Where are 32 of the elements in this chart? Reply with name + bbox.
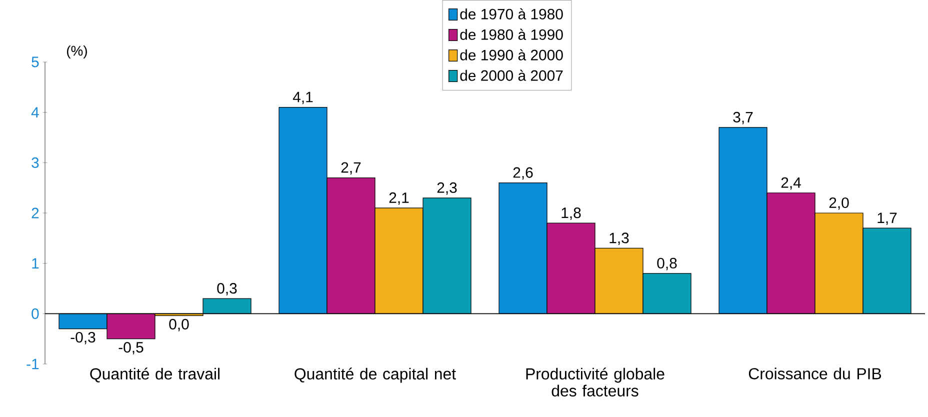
y-tick-label: 5 (32, 56, 39, 68)
data-label: -0,5 (118, 342, 144, 354)
data-label: 1,3 (610, 232, 629, 246)
legend-label: de 1990 à 2000 (460, 49, 563, 60)
data-label: 2,6 (513, 167, 533, 180)
data-label: 0,8 (657, 258, 677, 270)
legend-label: de 1980 à 1990 (460, 28, 563, 40)
y-tick-label: 3 (32, 157, 39, 168)
y-tick-label: 1 (32, 258, 39, 268)
data-label: -0,3 (70, 332, 96, 344)
data-label: 0,3 (217, 283, 237, 296)
y-tick-label: 0 (32, 308, 39, 319)
data-label: 2,4 (781, 177, 801, 190)
legend-label: de 2000 à 2007 (460, 70, 563, 81)
x-tick-label: Quantité de travail (90, 368, 220, 382)
data-label: 4,1 (292, 92, 313, 104)
data-label: 2,3 (437, 182, 457, 195)
y-axis-title: (%) (66, 45, 87, 58)
x-tick-label: Productivité globale des facteurs (526, 368, 664, 396)
y-tick-label: 4 (31, 107, 39, 118)
y-tick-label: 2 (32, 208, 39, 218)
data-label: 2,0 (829, 197, 849, 210)
x-tick-label: Croissance du PIB (748, 368, 882, 380)
data-label: 2,7 (341, 162, 361, 175)
data-label: 3,7 (733, 112, 753, 124)
data-label: 0,0 (169, 318, 189, 332)
legend-label: de 1970 à 1980 (460, 8, 563, 20)
y-tick-label: -1 (26, 358, 39, 370)
x-tick-label: Quantité de capital net (294, 368, 456, 383)
data-label: 1,8 (562, 208, 581, 220)
data-label: 1,7 (878, 212, 897, 225)
data-label: 2,1 (389, 192, 409, 205)
